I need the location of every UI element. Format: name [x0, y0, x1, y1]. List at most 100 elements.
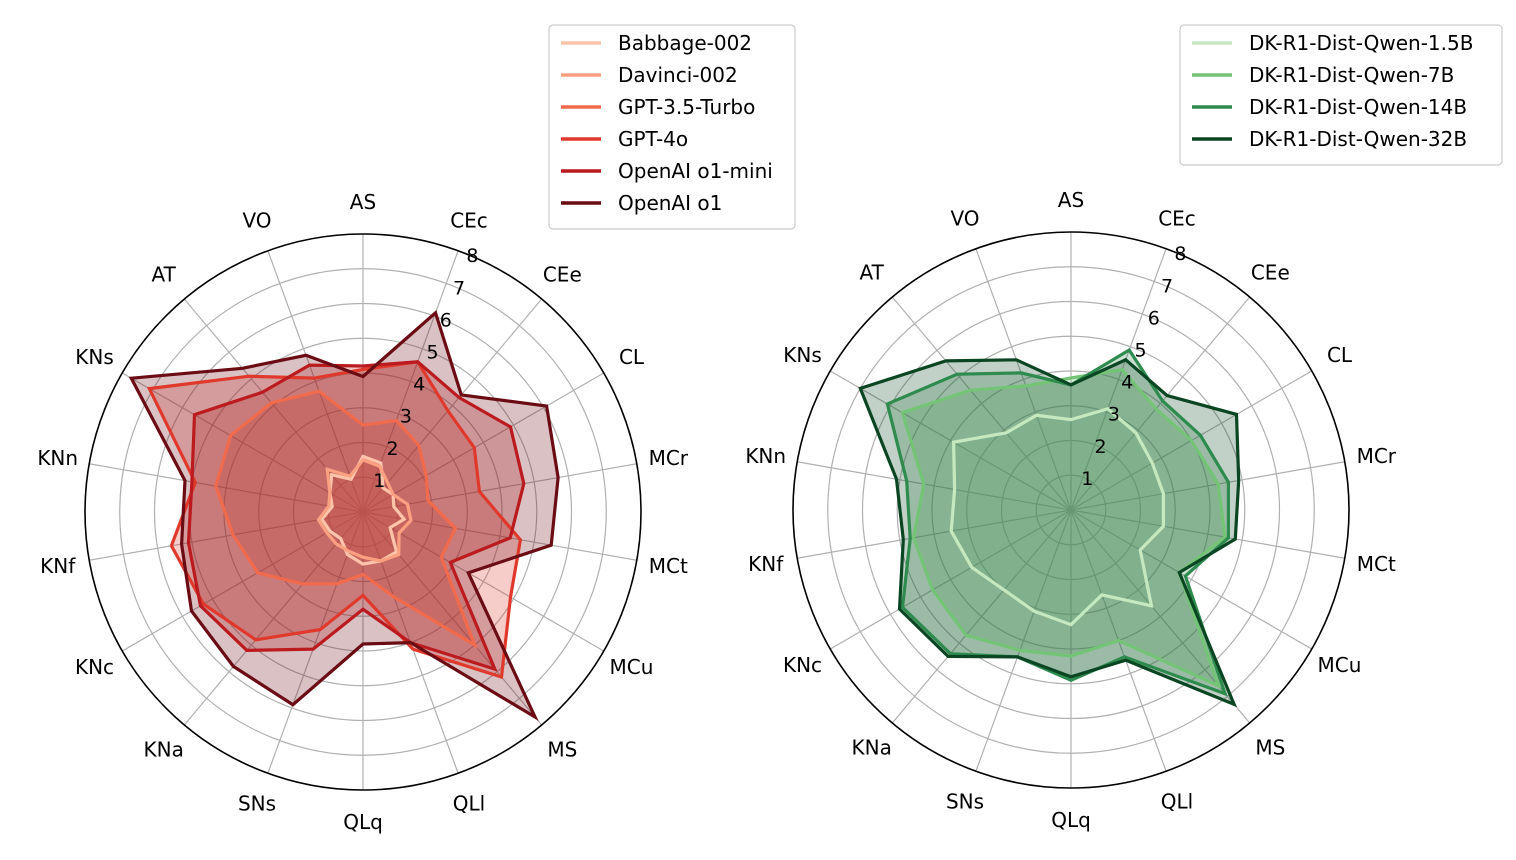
axis-label-qlq: QLq	[1051, 808, 1091, 832]
axis-label-mcr: MCr	[649, 446, 689, 470]
grid-spoke	[121, 372, 364, 513]
axis-label-cec: CEc	[450, 209, 488, 233]
grid-spoke	[1070, 461, 1345, 511]
axis-label-kna: KNa	[144, 738, 184, 762]
axis-label-knc: KNc	[75, 655, 114, 679]
legend-item-dk-r1-dist-qwen-32b: DK-R1-Dist-Qwen-32B	[1192, 127, 1467, 151]
r-tick-label: 8	[1174, 243, 1186, 265]
legend-item-davinci-002: Davinci-002	[561, 63, 738, 87]
legend-item-gpt-4o: GPT-4o	[561, 127, 688, 151]
grid-spoke	[362, 298, 543, 513]
grid-spoke	[362, 372, 605, 513]
legend-label: Babbage-002	[618, 31, 752, 55]
grid-spoke	[362, 250, 459, 513]
grid-spoke	[1070, 296, 1251, 511]
axis-label-vo: VO	[950, 207, 979, 231]
legend-item-dk-r1-dist-qwen-14b: DK-R1-Dist-Qwen-14B	[1192, 95, 1467, 119]
series-line-gpt-4o	[146, 360, 523, 680]
r-tick-label: 5	[1134, 339, 1146, 361]
category-labels: AS CEc CEe CL MCr MCt MCu MS QLl QLq SNs KNa KNc KNf K…	[745, 188, 1396, 832]
axis-label-qlq: QLq	[343, 810, 383, 834]
series-group	[858, 347, 1241, 708]
r-tick-label: 6	[1148, 307, 1160, 329]
legend-label: DK-R1-Dist-Qwen-14B	[1249, 95, 1467, 119]
legend-item-dk-r1-dist-qwen-7b: DK-R1-Dist-Qwen-7B	[1192, 63, 1454, 87]
r-tick-label: 7	[453, 277, 465, 299]
legend-item-babbage-002: Babbage-002	[561, 31, 752, 55]
grid-spoke	[829, 509, 1072, 650]
axis-label-cee: CEe	[543, 263, 582, 287]
r-tick-label: 2	[1095, 436, 1107, 458]
axis-label-mct: MCt	[649, 554, 688, 578]
series-line-gpt-3-5-turbo	[214, 389, 478, 649]
series-fill-dk-r1-dist-qwen-14b	[887, 350, 1229, 694]
grid-spoke	[797, 461, 1072, 511]
grid-spoke	[1070, 509, 1313, 650]
series-line-openai-o1	[128, 309, 560, 722]
legend-label: DK-R1-Dist-Qwen-32B	[1249, 127, 1467, 151]
axis-label-at: AT	[152, 263, 177, 287]
grid-spoke	[362, 511, 637, 561]
legend-item-dk-r1-dist-qwen-1-5b: DK-R1-Dist-Qwen-1.5B	[1192, 31, 1473, 55]
r-tick-label: 3	[400, 406, 412, 428]
axis-label-mcr: MCr	[1357, 444, 1397, 468]
series-line-davinci-002	[316, 457, 413, 563]
axis-label-as: AS	[350, 190, 376, 214]
axis-label-kna: KNa	[852, 736, 892, 760]
axis-label-sns: SNs	[238, 791, 276, 815]
r-tick-label: 4	[1121, 372, 1133, 394]
outer-frame	[84, 233, 642, 791]
axis-label-knf: KNf	[40, 554, 76, 578]
legend-item-gpt-3-5-turbo: GPT-3.5-Turbo	[561, 95, 755, 119]
legend-deepseek-distill: DK-R1-Dist-Qwen-1.5B DK-R1-Dist-Qwen-7B DK…	[1179, 24, 1503, 166]
legend-item-openai-o1: OpenAI o1	[561, 191, 722, 215]
grid-spoke	[891, 296, 1072, 511]
axis-label-cl: CL	[619, 345, 645, 369]
series-group	[128, 309, 560, 722]
axis-label-knn: KNn	[745, 444, 786, 468]
series-fill-babbage-002	[321, 456, 405, 565]
grid-spoke	[1070, 509, 1345, 559]
series-fill-openai-o1-mini	[188, 361, 524, 670]
axis-label-mcu: MCu	[610, 655, 654, 679]
r-tick-label: 4	[413, 374, 425, 396]
r-tick-label: 8	[466, 245, 478, 267]
grid-spoke	[362, 511, 543, 726]
series-line-dk-r1-dist-qwen-14b	[885, 347, 1231, 697]
axis-label-knn: KNn	[37, 446, 78, 470]
outer-frame	[792, 231, 1350, 789]
axis-label-as: AS	[1058, 188, 1084, 212]
legend-label: OpenAI o1-mini	[618, 159, 773, 183]
series-fill-gpt-4o	[149, 361, 521, 677]
legend-label: OpenAI o1	[618, 191, 722, 215]
grid-spoke	[121, 511, 364, 652]
grid-spoke	[829, 370, 1072, 511]
series-line-dk-r1-dist-qwen-32b	[858, 357, 1241, 708]
r-tick-label: 3	[1108, 404, 1120, 426]
grid-spoke	[891, 509, 1072, 724]
axis-label-ms: MS	[1255, 736, 1285, 760]
axis-label-cec: CEc	[1158, 207, 1196, 231]
axis-label-cee: CEe	[1251, 261, 1290, 285]
grid-spoke	[975, 509, 1072, 772]
legend-item-openai-o1-mini: OpenAI o1-mini	[561, 159, 773, 183]
series-fill-dk-r1-dist-qwen-1-5b	[951, 408, 1164, 625]
axis-label-ms: MS	[547, 738, 577, 762]
grid-spoke	[183, 511, 364, 726]
grid-spoke	[1070, 248, 1167, 511]
r-tick-label: 5	[426, 341, 438, 363]
series-line-dk-r1-dist-qwen-1-5b	[949, 407, 1166, 627]
grid-spoke	[89, 463, 364, 513]
axis-label-kns: KNs	[783, 343, 822, 367]
legend-openai: Babbage-002 Davinci-002 GPT-3.5-Turbo GPT-4…	[548, 24, 796, 230]
axis-label-cl: CL	[1327, 343, 1353, 367]
axis-label-knf: KNf	[748, 552, 784, 576]
legend-box	[548, 24, 796, 230]
radial-grid	[797, 232, 1345, 788]
r-tick-label: 6	[440, 309, 452, 331]
